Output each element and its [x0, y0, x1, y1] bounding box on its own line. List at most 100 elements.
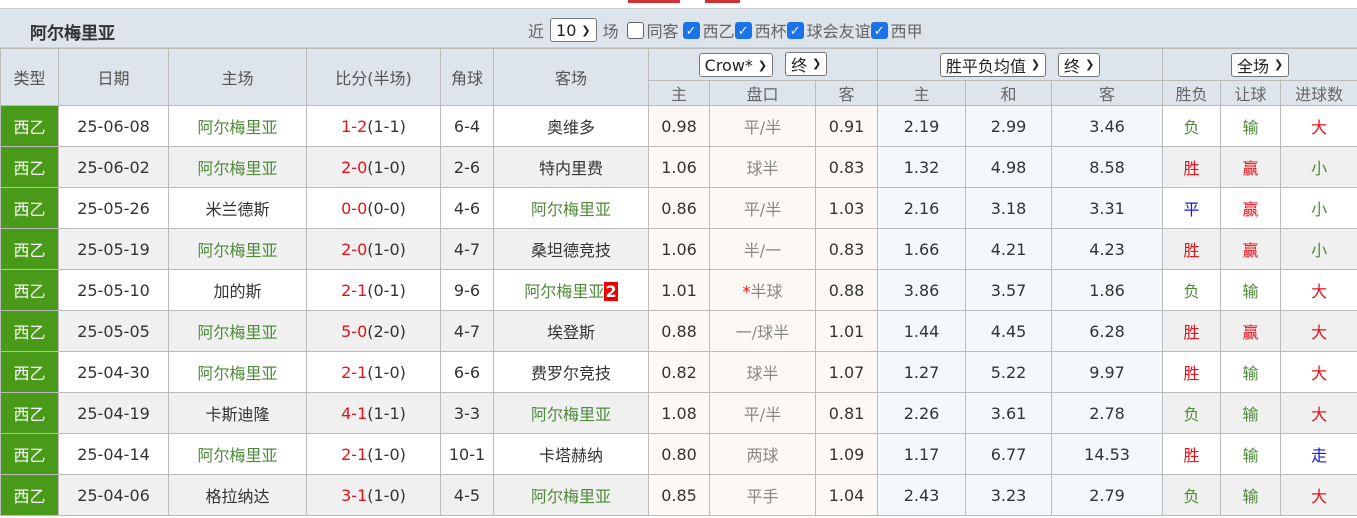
over-under: 大: [1280, 105, 1357, 147]
eu-away-odds: 3.46: [1051, 105, 1164, 147]
euro-stage-select[interactable]: 终 ❯: [1058, 52, 1101, 77]
away-team[interactable]: 阿尔梅里亚: [530, 487, 611, 506]
half-time-score: (1-0): [367, 485, 406, 505]
home-team[interactable]: 阿尔梅里亚: [168, 310, 307, 352]
ah-line: 平/半: [709, 392, 816, 434]
league-checkbox[interactable]: ✓: [682, 21, 700, 39]
match-type[interactable]: 西乙: [0, 433, 59, 475]
league-checkbox[interactable]: ✓: [786, 21, 804, 39]
corners: 4-7: [440, 310, 494, 352]
match-type[interactable]: 西乙: [0, 474, 59, 516]
match-type[interactable]: 西乙: [0, 351, 59, 393]
away-team[interactable]: 特内里费: [538, 159, 603, 178]
eu-home-odds: 3.86: [877, 269, 967, 311]
away-team[interactable]: 桑坦德竞技: [530, 241, 611, 260]
same-away-checkbox[interactable]: [626, 21, 644, 39]
eu-away-odds: 6.28: [1051, 310, 1164, 352]
match-type[interactable]: 西乙: [0, 310, 59, 352]
away-team[interactable]: 奥维多: [546, 118, 595, 137]
ah-line-value: 半/一: [743, 241, 782, 260]
score[interactable]: 5-0(2-0): [306, 310, 441, 352]
company-select[interactable]: Crow* ❯: [698, 53, 774, 78]
eu-home-odds: 1.32: [877, 146, 967, 188]
away-team[interactable]: 阿尔梅里亚: [524, 282, 605, 301]
match-type[interactable]: 西乙: [0, 392, 59, 434]
score[interactable]: 4-1(1-1): [306, 392, 441, 434]
eu-home-odds: 1.17: [877, 433, 967, 475]
range-select[interactable]: 全场 ❯: [1230, 52, 1290, 77]
score[interactable]: 2-0(1-0): [306, 228, 441, 270]
away-team[interactable]: 埃登斯: [546, 323, 595, 342]
league-checkbox[interactable]: ✓: [734, 21, 752, 39]
home-team[interactable]: 阿尔梅里亚: [168, 105, 307, 147]
score[interactable]: 2-1(1-0): [306, 351, 441, 393]
handicap-result: 赢: [1220, 187, 1282, 229]
score[interactable]: 1-2(1-1): [306, 105, 441, 147]
league-checkbox[interactable]: ✓: [870, 21, 888, 39]
away-team[interactable]: 阿尔梅里亚: [530, 200, 611, 219]
score[interactable]: 2-1(1-0): [306, 433, 441, 475]
eu-home-odds: 2.19: [877, 105, 967, 147]
ah-line: 球半: [709, 146, 816, 188]
full-time-score: 4-1: [341, 403, 368, 423]
over-under: 大: [1280, 310, 1357, 352]
ah-home-odds: 0.85: [648, 474, 710, 516]
match-type[interactable]: 西乙: [0, 187, 59, 229]
half-time-score: (1-0): [367, 362, 406, 382]
away-cell: 费罗尔竞技: [493, 351, 649, 393]
match-table: 类型 日期 主场 比分(半场) 角球 客场 Crow* ❯ 终 ❯ 胜平负均值 ❯ 终 ❯ …: [0, 48, 1357, 516]
eu-draw-odds: 2.99: [965, 105, 1053, 147]
score[interactable]: 0-0(0-0): [306, 187, 441, 229]
ah-away-odds: 0.83: [814, 228, 879, 270]
match-date: 25-05-05: [58, 310, 169, 352]
ah-home-odds: 0.98: [648, 105, 710, 147]
home-team[interactable]: 阿尔梅里亚: [168, 351, 307, 393]
team-title: 阿尔梅里亚: [30, 24, 115, 44]
half-time-score: (2-0): [367, 321, 406, 341]
euro-select[interactable]: 胜平负均值 ❯: [939, 52, 1047, 77]
red-card-badge: 2: [604, 282, 618, 301]
home-team[interactable]: 阿尔梅里亚: [168, 228, 307, 270]
same-away-label: 同客: [646, 22, 679, 41]
ah-away-odds: 1.01: [814, 310, 879, 352]
home-team[interactable]: 加的斯: [168, 269, 307, 311]
win-loss: 负: [1162, 105, 1222, 147]
full-time-score: 1-2: [341, 116, 368, 136]
home-team[interactable]: 阿尔梅里亚: [168, 146, 307, 188]
star-mark: *: [742, 282, 751, 301]
eu-draw-odds: 4.98: [965, 146, 1053, 188]
home-team[interactable]: 阿尔梅里亚: [168, 433, 307, 475]
half-time-score: (1-0): [367, 239, 406, 259]
eu-away-odds: 2.79: [1051, 474, 1164, 516]
away-team[interactable]: 卡塔赫纳: [538, 446, 603, 465]
eu-away-odds: 4.23: [1051, 228, 1164, 270]
away-team[interactable]: 阿尔梅里亚: [530, 405, 611, 424]
col-away: 客场: [493, 48, 649, 106]
euro-stage-value: 终: [1064, 56, 1081, 76]
home-team[interactable]: 格拉纳达: [168, 474, 307, 516]
match-type[interactable]: 西乙: [0, 228, 59, 270]
over-under: 大: [1280, 269, 1357, 311]
match-type[interactable]: 西乙: [0, 105, 59, 147]
eu-draw-odds: 3.23: [965, 474, 1053, 516]
games-label: 场: [602, 22, 619, 41]
match-type[interactable]: 西乙: [0, 146, 59, 188]
ah-line-value: 一/球半: [735, 323, 790, 342]
score[interactable]: 2-0(1-0): [306, 146, 441, 188]
count-select[interactable]: 10 ❯: [550, 18, 597, 42]
away-cell: 特内里费: [493, 146, 649, 188]
corners: 2-6: [440, 146, 494, 188]
over-under: 小: [1280, 187, 1357, 229]
home-team[interactable]: 米兰德斯: [168, 187, 307, 229]
eu-home-odds: 2.26: [877, 392, 967, 434]
match-date: 25-06-02: [58, 146, 169, 188]
home-team[interactable]: 卡斯迪隆: [168, 392, 307, 434]
away-team[interactable]: 费罗尔竞技: [530, 364, 611, 383]
match-type[interactable]: 西乙: [0, 269, 59, 311]
ah-line: 球半: [709, 351, 816, 393]
eu-away-odds: 2.78: [1051, 392, 1164, 434]
score[interactable]: 2-1(0-1): [306, 269, 441, 311]
score[interactable]: 3-1(1-0): [306, 474, 441, 516]
ah-stage-select[interactable]: 终 ❯: [785, 51, 828, 76]
handicap-result: 输: [1220, 433, 1282, 475]
